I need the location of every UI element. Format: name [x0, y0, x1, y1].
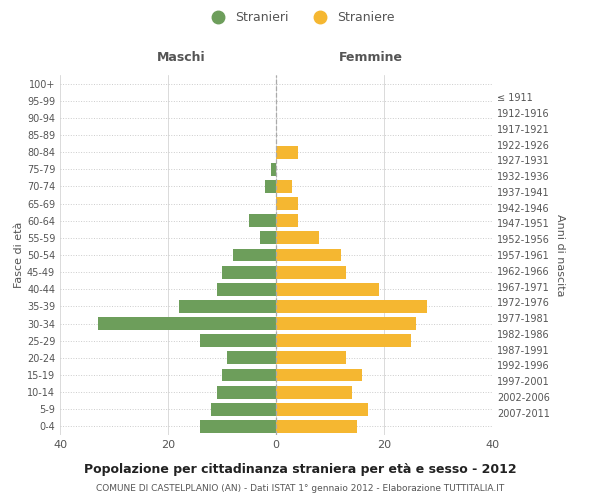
Bar — [265, 180, 276, 193]
Y-axis label: Fasce di età: Fasce di età — [14, 222, 24, 288]
Bar — [276, 180, 292, 193]
Bar — [98, 317, 276, 330]
Bar — [276, 266, 346, 278]
Bar — [276, 317, 416, 330]
Bar — [276, 146, 298, 158]
Bar — [276, 386, 352, 398]
Text: Maschi: Maschi — [157, 51, 205, 64]
Bar — [276, 420, 357, 433]
Bar — [271, 163, 276, 175]
Bar — [200, 420, 276, 433]
Y-axis label: Anni di nascita: Anni di nascita — [555, 214, 565, 296]
Bar — [276, 283, 379, 296]
Bar — [276, 300, 427, 313]
Bar — [276, 334, 411, 347]
Bar — [227, 352, 276, 364]
Bar — [200, 334, 276, 347]
Bar — [276, 214, 298, 227]
Bar — [233, 248, 276, 262]
Bar — [211, 403, 276, 415]
Bar — [260, 232, 276, 244]
Bar — [249, 214, 276, 227]
Text: COMUNE DI CASTELPLANIO (AN) - Dati ISTAT 1° gennaio 2012 - Elaborazione TUTTITAL: COMUNE DI CASTELPLANIO (AN) - Dati ISTAT… — [96, 484, 504, 493]
Bar — [222, 266, 276, 278]
Legend: Stranieri, Straniere: Stranieri, Straniere — [200, 6, 400, 29]
Text: Popolazione per cittadinanza straniera per età e sesso - 2012: Popolazione per cittadinanza straniera p… — [83, 462, 517, 475]
Bar — [222, 368, 276, 382]
Bar — [276, 248, 341, 262]
Bar — [179, 300, 276, 313]
Bar — [276, 232, 319, 244]
Bar — [276, 403, 368, 415]
Bar — [217, 386, 276, 398]
Text: Femmine: Femmine — [339, 51, 403, 64]
Bar — [276, 197, 298, 210]
Bar — [276, 368, 362, 382]
Bar — [217, 283, 276, 296]
Bar — [276, 352, 346, 364]
